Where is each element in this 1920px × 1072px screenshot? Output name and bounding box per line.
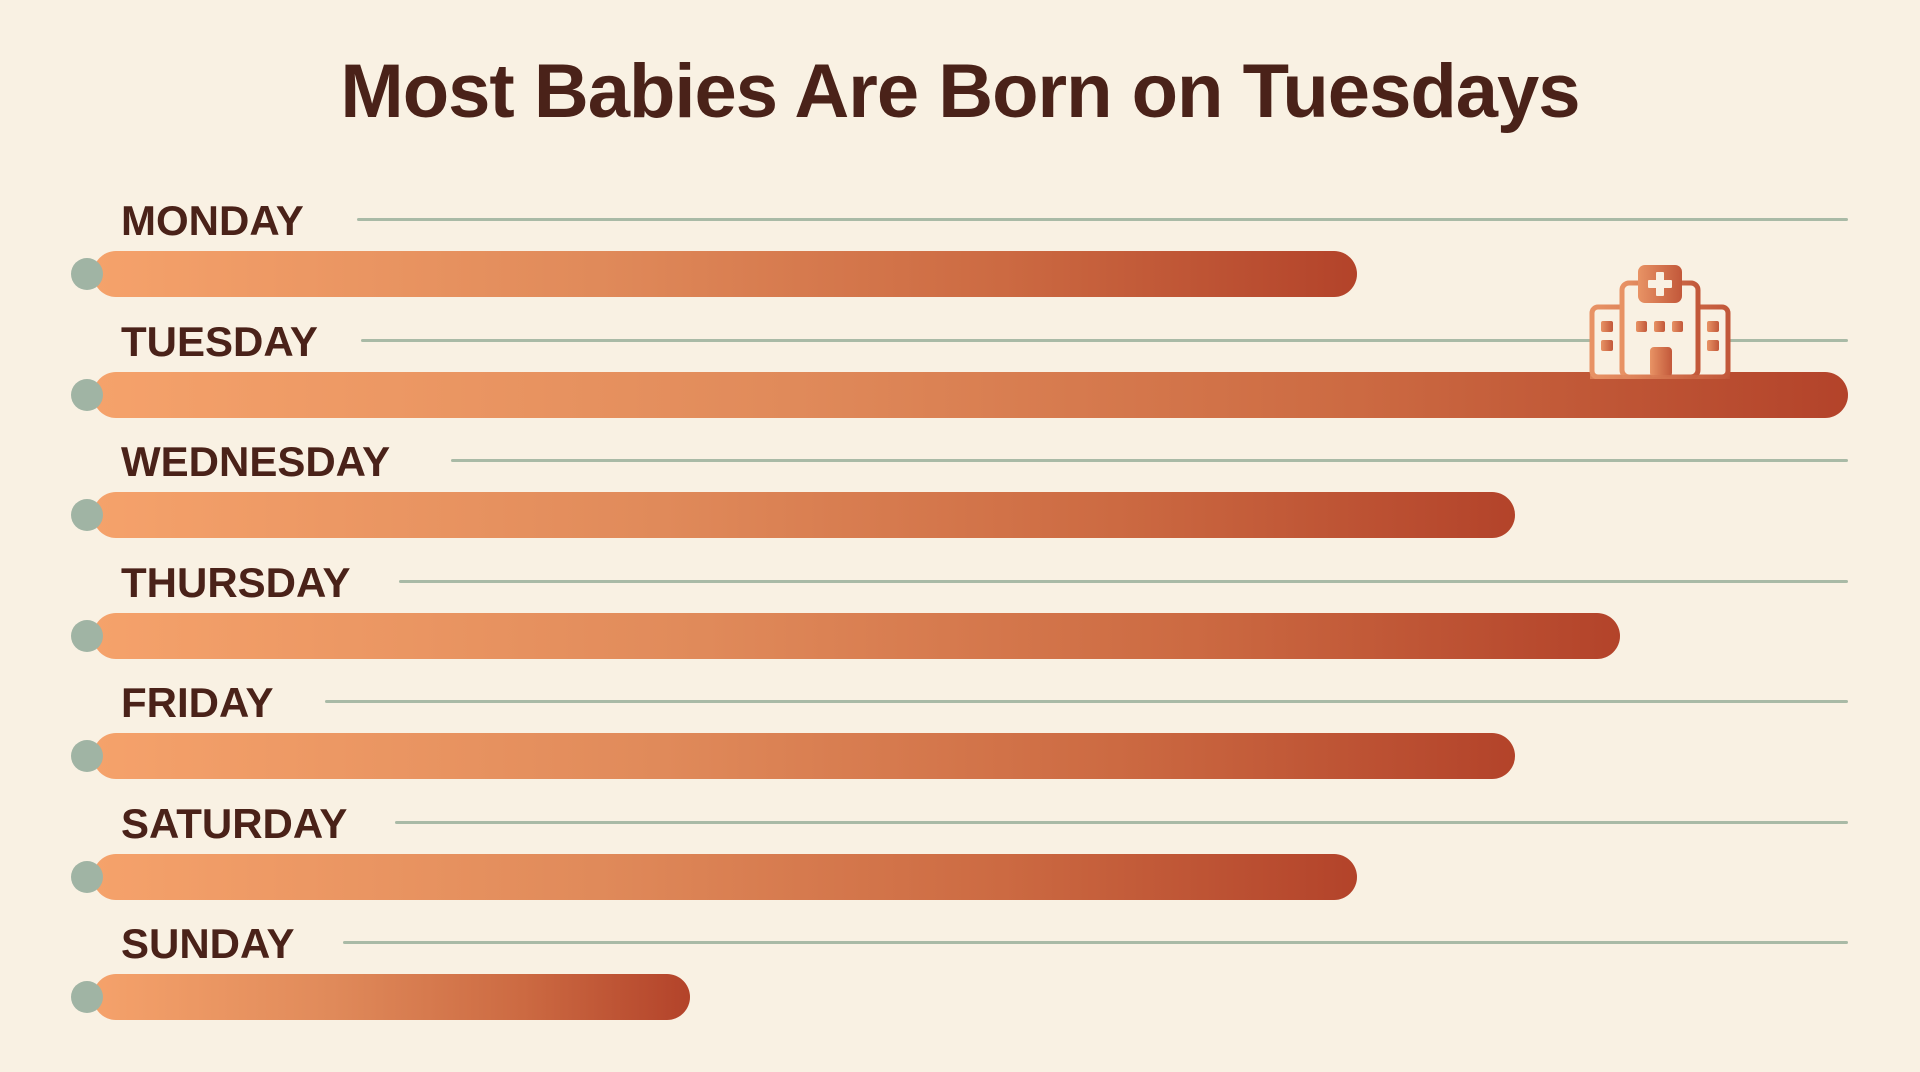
- bar: [93, 853, 1357, 900]
- gridline: [325, 700, 1848, 703]
- category-label: THURSDAY: [121, 558, 351, 606]
- category-label: SUNDAY: [121, 920, 295, 967]
- bar-row-sunday: SUNDAY: [0, 921, 1920, 1042]
- bar-start-dot: [71, 860, 103, 893]
- gridline: [451, 459, 1848, 462]
- bar-start-dot: [71, 981, 103, 1013]
- bar-row-friday: FRIDAY: [0, 680, 1920, 801]
- hospital-icon: [1589, 265, 1731, 379]
- bar: [93, 733, 1515, 779]
- bar-row-thursday: THURSDAY: [0, 558, 1920, 681]
- bar-row-saturday: SATURDAY: [0, 799, 1920, 922]
- bar-row-tuesday: TUESDAY: [0, 317, 1920, 440]
- gridline: [357, 218, 1848, 221]
- bar: [93, 251, 1357, 297]
- bar: [93, 492, 1515, 538]
- bar-start-dot: [71, 619, 103, 652]
- category-label: WEDNESDAY: [121, 438, 391, 485]
- gridline: [399, 579, 1848, 583]
- gridline: [343, 941, 1848, 944]
- category-label: SATURDAY: [121, 799, 348, 847]
- bar-start-dot: [71, 499, 103, 531]
- bar-start-dot: [71, 258, 103, 290]
- bar-start-dot: [71, 740, 103, 772]
- bar-row-monday: MONDAY: [0, 198, 1920, 319]
- bar-start-dot: [71, 378, 103, 411]
- bar-row-wednesday: WEDNESDAY: [0, 439, 1920, 560]
- gridline: [395, 820, 1848, 824]
- bar: [93, 612, 1620, 659]
- bar: [93, 371, 1848, 418]
- category-label: TUESDAY: [121, 317, 318, 365]
- category-label: FRIDAY: [121, 679, 274, 726]
- gridline: [361, 338, 1848, 342]
- category-label: MONDAY: [121, 197, 304, 244]
- chart-title: Most Babies Are Born on Tuesdays: [340, 49, 1580, 134]
- bar: [93, 974, 690, 1020]
